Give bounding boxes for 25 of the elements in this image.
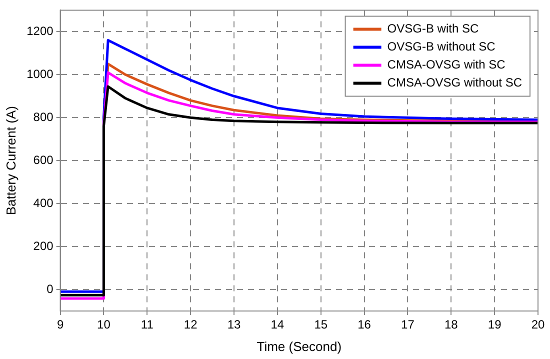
y-tick-label: 800 (33, 110, 54, 124)
legend-label: OVSG-B with SC (387, 22, 479, 36)
x-tick-label: 15 (314, 318, 328, 332)
x-tick-label: 19 (488, 318, 502, 332)
y-tick-label: 0 (46, 282, 54, 296)
y-tick-label: 400 (33, 196, 54, 210)
x-tick-label: 16 (358, 318, 372, 332)
legend-label: CMSA-OVSG with SC (387, 58, 506, 72)
x-tick-label: 13 (227, 318, 241, 332)
x-tick-label: 12 (184, 318, 198, 332)
x-tick-label: 20 (531, 318, 545, 332)
x-tick-label: 18 (444, 318, 458, 332)
x-tick-label: 11 (140, 318, 154, 332)
x-tick-label: 17 (401, 318, 415, 332)
x-tick-label: 10 (97, 318, 111, 332)
y-tick-label: 200 (33, 238, 54, 253)
x-tick-label: 9 (56, 318, 64, 332)
y-tick-label: 1200 (26, 24, 54, 38)
x-axis-title: Time (Second) (256, 338, 342, 354)
y-tick-label: 600 (33, 152, 54, 167)
legend-label: CMSA-OVSG without SC (387, 76, 522, 90)
y-axis-title: Battery Current (A) (3, 106, 18, 216)
x-tick-label: 14 (270, 318, 284, 332)
legend-label: OVSG-B without SC (387, 40, 496, 54)
y-tick-label: 1000 (26, 66, 54, 81)
